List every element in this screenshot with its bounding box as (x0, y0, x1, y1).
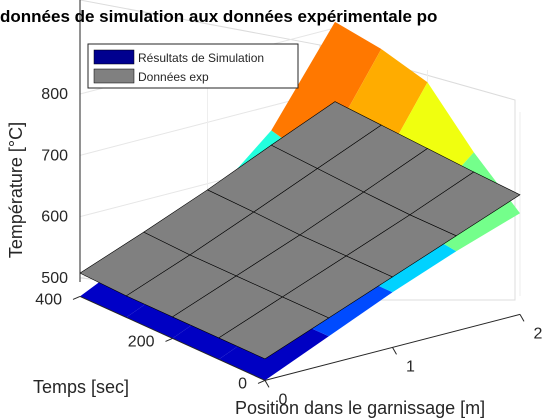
x-tick (519, 314, 525, 322)
y-tick-label: 400 (35, 291, 62, 308)
z-axis-label: Température [°C] (6, 122, 26, 258)
surface-patch (409, 171, 521, 237)
x-tick-label: 2 (534, 325, 543, 342)
legend-label-simulation: Résultats de Simulation (138, 51, 264, 65)
legend-swatch-experimental (93, 68, 135, 84)
y-tick (165, 337, 173, 342)
x-axis-label: Position dans le garnissage [m] (235, 398, 485, 418)
z-tick-label: 800 (41, 86, 68, 103)
y-tick (257, 379, 266, 384)
legend: Résultats de Simulation Données exp (87, 43, 299, 89)
legend-swatch-simulation (93, 49, 135, 65)
y-axis-label: Temps [sec] (33, 377, 129, 397)
y-tick-label: 200 (128, 333, 155, 350)
y-tick-label: 0 (238, 375, 247, 392)
surface-experimental (79, 101, 521, 360)
x-tick-label: 1 (406, 358, 415, 375)
z-tick-label: 500 (41, 270, 68, 287)
chart-title: données de simulation aux données expéri… (0, 7, 437, 26)
legend-label-experimental: Données exp (138, 70, 209, 84)
axes: 500 600 700 800 0 1 2 0 200 400 (35, 0, 543, 408)
z-tick-label: 700 (41, 147, 68, 164)
y-tick (72, 295, 81, 300)
surfaces (79, 21, 521, 381)
x-tick (392, 347, 397, 355)
x-tick-label: 0 (279, 391, 288, 408)
z-tick-label: 600 (41, 209, 68, 226)
x-tick (264, 380, 270, 388)
